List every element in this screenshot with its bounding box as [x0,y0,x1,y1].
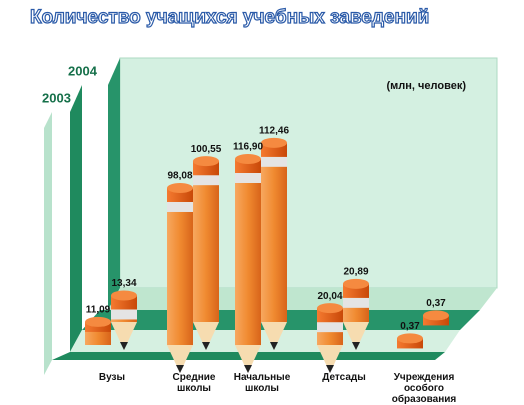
legend-2004: 2004 [68,63,98,78]
pencil-wood [261,322,287,350]
value-label: 13,34 [111,278,136,289]
pencil-wood [343,322,369,350]
value-label: 11,09 [86,305,111,316]
x-tick-label: Детсады [322,372,366,383]
pencil-lead [176,365,184,373]
pencil-top [397,333,423,344]
pencil-lead [270,342,278,350]
pencil-top [111,290,137,301]
side-2003 [70,85,82,352]
pencil-band [111,309,137,320]
pencil-wood [111,322,137,350]
pencil-lead [326,365,334,373]
pencil-band [261,156,287,167]
x-tick-label: Начальные школы [233,372,291,394]
value-label: 98,08 [167,171,192,182]
pencil-top [85,316,111,327]
x-tick-label: Средние школы [172,372,216,394]
pencil-wood [235,345,261,373]
pencil-band [167,201,193,212]
pencil-top [317,303,343,314]
pencil-lead [120,342,128,350]
pencil-top [343,278,369,289]
pencil-body [235,165,261,345]
pencil-band [343,297,369,308]
pencil-top [193,156,219,167]
pencil-body [261,148,287,322]
pencil-wood [317,345,343,373]
side-2004 [108,58,120,310]
value-label: 0,37 [400,321,420,332]
pencil-body [85,327,111,345]
pencil-band [317,322,343,333]
value-label: 20,89 [343,266,368,277]
chart-title: Количество учащихся учебных заведений [30,7,429,28]
pencil-top [423,310,449,321]
pencil-band [193,175,219,186]
side-front [44,112,52,375]
value-label: 116,90 [233,142,263,153]
pencil-band [235,173,261,183]
pencil-body [167,193,193,345]
value-label: 20,04 [317,291,342,302]
pencil-body [193,167,219,322]
value-label: 0,37 [426,298,446,309]
pencil-lead [202,342,210,350]
pencil-top [261,137,287,148]
pencil-top [235,154,261,164]
legend-2003: 2003 [42,90,71,105]
x-tick-label: Вузы [98,372,126,383]
pencil-wood [193,322,219,350]
pencil-wood [167,345,193,373]
pencil-lead [244,365,252,373]
pencil-top [167,182,193,193]
pencil-lead [352,342,360,350]
value-label: 112,46 [259,125,289,136]
value-label: 100,55 [191,144,222,155]
x-tick-label: Учреждения особого образования [391,372,457,405]
unit-label: (млн, человек) [386,80,466,92]
